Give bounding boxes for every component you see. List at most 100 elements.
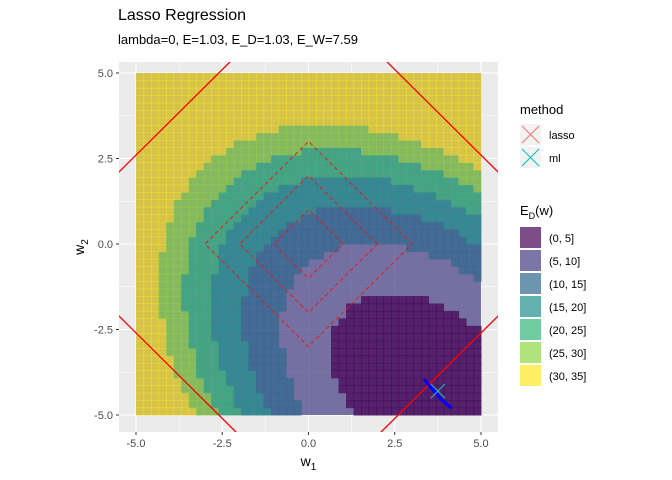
contour-cell xyxy=(271,229,280,238)
contour-cell xyxy=(143,385,152,394)
contour-cell xyxy=(293,73,302,82)
contour-cell xyxy=(421,125,430,134)
contour-cell xyxy=(271,117,280,126)
contour-cell xyxy=(136,162,145,171)
contour-cell xyxy=(406,169,415,178)
contour-cell xyxy=(248,110,257,119)
contour-cell xyxy=(166,251,175,260)
contour-cell xyxy=(218,377,227,386)
contour-cell xyxy=(136,400,145,409)
contour-cell xyxy=(406,117,415,126)
contour-cell xyxy=(173,73,182,82)
contour-cell xyxy=(173,139,182,148)
contour-cell xyxy=(353,132,362,141)
contour-cell xyxy=(436,80,445,89)
contour-cell xyxy=(241,244,250,253)
contour-cell xyxy=(406,177,415,186)
contour-cell xyxy=(181,117,190,126)
contour-cell xyxy=(218,340,227,349)
contour-cell xyxy=(233,303,242,312)
contour-cell xyxy=(421,132,430,141)
contour-cell xyxy=(346,162,355,171)
contour-cell xyxy=(241,102,250,111)
contour-cell xyxy=(263,348,272,357)
contour-cell xyxy=(278,266,287,275)
contour-cell xyxy=(241,87,250,96)
contour-cell xyxy=(458,191,467,200)
contour-cell xyxy=(406,110,415,119)
contour-cell xyxy=(413,102,422,111)
contour-cell xyxy=(376,132,385,141)
contour-cell xyxy=(256,325,265,334)
contour-cell xyxy=(353,125,362,134)
contour-cell xyxy=(473,125,482,134)
contour-cell xyxy=(353,310,362,319)
contour-cell xyxy=(143,132,152,141)
contour-cell xyxy=(256,206,265,215)
contour-cell xyxy=(241,266,250,275)
contour-cell xyxy=(346,340,355,349)
contour-cell xyxy=(248,206,257,215)
contour-cell xyxy=(211,385,220,394)
contour-cell xyxy=(263,400,272,409)
contour-cell xyxy=(451,310,460,319)
contour-cell xyxy=(473,385,482,394)
contour-cell xyxy=(181,177,190,186)
contour-cell xyxy=(473,273,482,282)
contour-cell xyxy=(211,184,220,193)
contour-cell xyxy=(263,288,272,297)
contour-cell xyxy=(331,340,340,349)
contour-cell xyxy=(451,73,460,82)
contour-cell xyxy=(136,258,145,267)
contour-cell xyxy=(181,310,190,319)
contour-cell xyxy=(233,340,242,349)
contour-cell xyxy=(458,87,467,96)
contour-cell xyxy=(466,221,475,230)
contour-cell xyxy=(368,147,377,156)
contour-cell xyxy=(263,221,272,230)
contour-cell xyxy=(361,80,370,89)
contour-cell xyxy=(151,400,160,409)
contour-cell xyxy=(196,132,205,141)
contour-cell xyxy=(451,80,460,89)
contour-cell xyxy=(293,229,302,238)
contour-cell xyxy=(473,325,482,334)
contour-cell xyxy=(143,355,152,364)
contour-cell xyxy=(136,370,145,379)
contour-cell xyxy=(391,191,400,200)
x-tick-label: 0.0 xyxy=(301,438,316,450)
penalty-diamond xyxy=(204,140,413,348)
contour-cell xyxy=(376,236,385,245)
contour-cell xyxy=(203,303,212,312)
contour-cell xyxy=(173,191,182,200)
contour-cell xyxy=(196,73,205,82)
contour-cell xyxy=(181,132,190,141)
contour-cell xyxy=(248,296,257,305)
contour-cell xyxy=(413,139,422,148)
contour-cell xyxy=(308,206,317,215)
contour-cell xyxy=(166,87,175,96)
contour-cell xyxy=(248,169,257,178)
contour-cell xyxy=(263,362,272,371)
contour-cell xyxy=(383,355,392,364)
contour-cell xyxy=(263,244,272,253)
contour-cell xyxy=(451,407,460,416)
contour-cell xyxy=(346,139,355,148)
contour-cell xyxy=(316,102,325,111)
contour-cell xyxy=(458,80,467,89)
contour-cell xyxy=(458,125,467,134)
contour-cell xyxy=(173,132,182,141)
contour-cell xyxy=(338,191,347,200)
fill-legend-item: (15, 20] xyxy=(520,296,586,317)
contour-cell xyxy=(166,266,175,275)
contour-cell xyxy=(361,102,370,111)
contour-cell xyxy=(203,377,212,386)
contour-cell xyxy=(151,110,160,119)
contour-cell xyxy=(421,400,430,409)
contour-cell xyxy=(451,95,460,104)
contour-cell xyxy=(466,355,475,364)
contour-cell xyxy=(143,102,152,111)
contour-cell xyxy=(173,244,182,253)
contour-cell xyxy=(368,169,377,178)
contour-cell xyxy=(218,251,227,260)
